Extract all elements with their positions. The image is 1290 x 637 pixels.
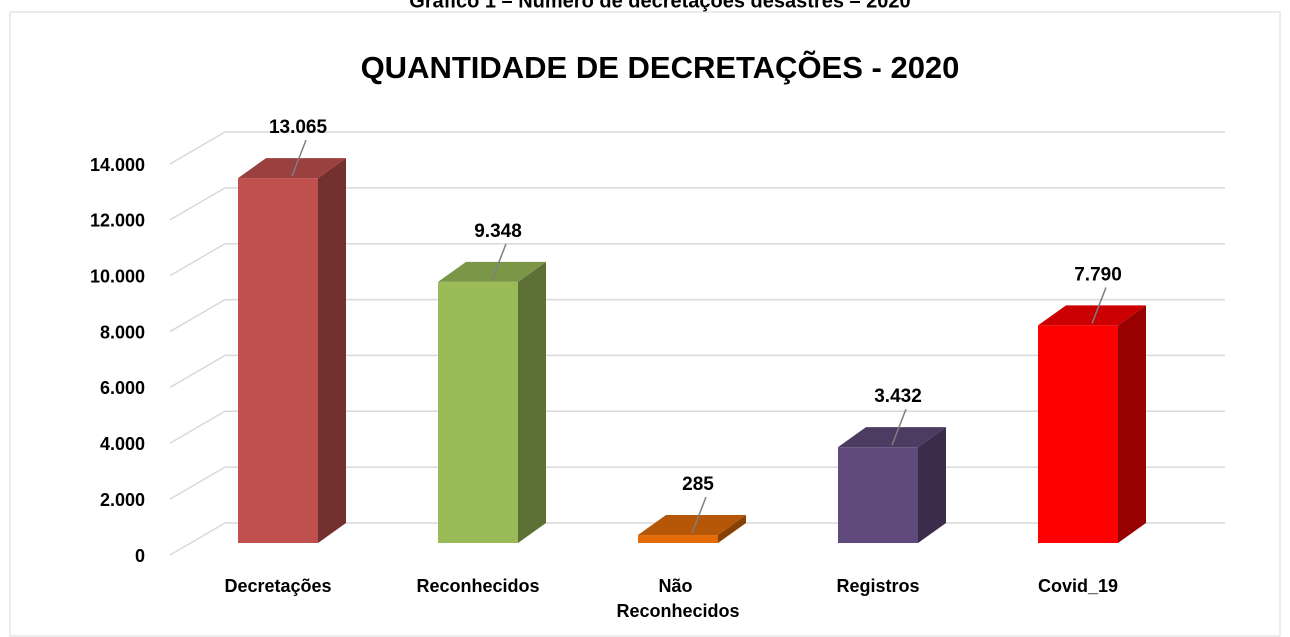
x-tick-label: Decretações [224, 576, 331, 596]
data-label: 13.065 [269, 117, 328, 138]
bar-top [838, 427, 946, 448]
leader-line [891, 408, 907, 446]
bar-top [438, 261, 546, 282]
caption: Gráfico 1 – Número de decretações desast… [409, 0, 910, 12]
y-tick-label: 10.000 [90, 266, 145, 286]
x-tick-label: Registros [836, 576, 919, 596]
grid-line [169, 187, 1225, 221]
leader-line [1091, 287, 1107, 324]
x-tick-label: Reconhecidos [416, 576, 539, 596]
x-tick-label: Covid_19 [1038, 576, 1118, 596]
y-tick-label: 14.000 [90, 155, 145, 175]
bar [638, 535, 718, 543]
bar-side [318, 158, 346, 543]
bar-side [1118, 305, 1146, 543]
grid-line [169, 410, 1225, 444]
grid-line [169, 354, 1225, 389]
data-label: 285 [682, 474, 714, 495]
bar [838, 447, 918, 543]
leader-line [291, 139, 307, 177]
bar-side [518, 261, 546, 543]
y-tick-label: 8.000 [100, 322, 145, 342]
data-label: 7.790 [1074, 264, 1122, 285]
y-tick-label: 4.000 [100, 434, 145, 454]
y-tick-label: 2.000 [100, 490, 145, 510]
leader-line [491, 243, 507, 281]
y-tick-label: 6.000 [100, 378, 145, 398]
leader-line [691, 496, 707, 534]
bar-top [1038, 305, 1146, 326]
bar [1038, 325, 1118, 543]
data-label: 9.348 [474, 221, 522, 242]
bar [238, 178, 318, 543]
data-label: 3.432 [874, 386, 922, 407]
grid-line [169, 131, 1225, 165]
bar-side [718, 515, 746, 543]
bar-top [638, 515, 746, 536]
y-tick-label: 0 [135, 546, 145, 566]
y-tick-label: 12.000 [90, 211, 145, 231]
grid-line [169, 242, 1225, 277]
grid-line [169, 298, 1225, 333]
chart-title: QUANTIDADE DE DECRETAÇÕES - 2020 [361, 49, 960, 85]
bar-side [918, 427, 946, 543]
bar-top [238, 158, 346, 179]
x-tick-label: Não Reconhecidos [616, 576, 739, 621]
bar [438, 281, 518, 543]
